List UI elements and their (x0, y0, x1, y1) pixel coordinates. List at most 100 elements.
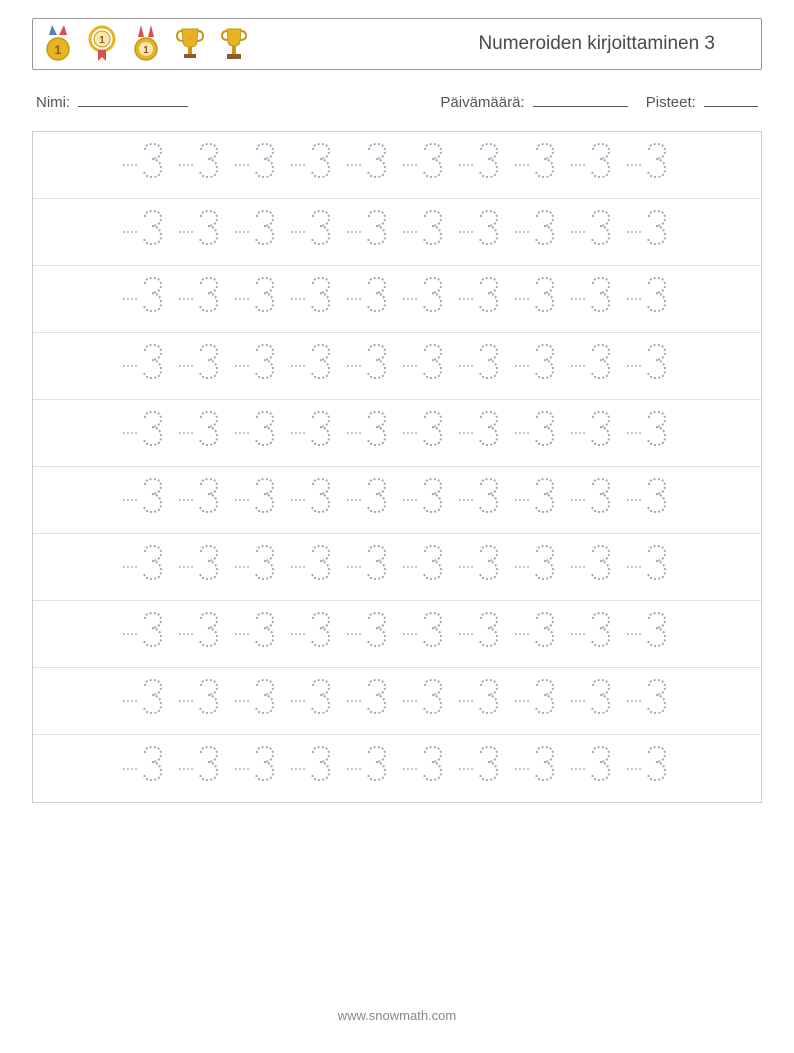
tracing-cell[interactable] (229, 208, 285, 256)
tracing-cell[interactable] (117, 342, 173, 390)
tracing-cell[interactable] (341, 610, 397, 658)
tracing-cell[interactable] (173, 677, 229, 725)
tracing-cell[interactable] (621, 610, 677, 658)
tracing-cell[interactable] (117, 208, 173, 256)
tracing-cell[interactable] (341, 141, 397, 189)
tracing-cell[interactable] (117, 409, 173, 457)
date-blank[interactable] (533, 92, 628, 107)
tracing-cell[interactable] (229, 677, 285, 725)
tracing-cell[interactable] (173, 610, 229, 658)
tracing-cell[interactable] (509, 677, 565, 725)
tracing-cell[interactable] (117, 543, 173, 591)
tracing-cell[interactable] (565, 610, 621, 658)
tracing-cell[interactable] (453, 610, 509, 658)
tracing-cell[interactable] (453, 275, 509, 323)
tracing-cell[interactable] (341, 677, 397, 725)
tracing-cell[interactable] (621, 677, 677, 725)
tracing-cell[interactable] (565, 543, 621, 591)
tracing-cell[interactable] (341, 342, 397, 390)
tracing-cell[interactable] (509, 275, 565, 323)
score-blank[interactable] (704, 92, 758, 107)
tracing-cell[interactable] (397, 342, 453, 390)
tracing-cell[interactable] (397, 141, 453, 189)
tracing-cell[interactable] (117, 745, 173, 793)
tracing-cell[interactable] (565, 342, 621, 390)
tracing-cell[interactable] (117, 677, 173, 725)
tracing-cell[interactable] (509, 342, 565, 390)
tracing-cell[interactable] (341, 745, 397, 793)
tracing-cell[interactable] (509, 610, 565, 658)
tracing-cell[interactable] (285, 141, 341, 189)
tracing-cell[interactable] (397, 610, 453, 658)
tracing-cell[interactable] (341, 543, 397, 591)
tracing-cell[interactable] (397, 275, 453, 323)
tracing-cell[interactable] (621, 141, 677, 189)
tracing-cell[interactable] (229, 476, 285, 524)
tracing-cell[interactable] (453, 342, 509, 390)
tracing-cell[interactable] (285, 208, 341, 256)
tracing-cell[interactable] (453, 476, 509, 524)
tracing-cell[interactable] (453, 208, 509, 256)
tracing-cell[interactable] (621, 476, 677, 524)
tracing-cell[interactable] (173, 543, 229, 591)
tracing-cell[interactable] (565, 745, 621, 793)
tracing-cell[interactable] (453, 409, 509, 457)
tracing-cell[interactable] (285, 677, 341, 725)
tracing-cell[interactable] (565, 677, 621, 725)
tracing-cell[interactable] (397, 208, 453, 256)
tracing-cell[interactable] (229, 543, 285, 591)
tracing-cell[interactable] (173, 342, 229, 390)
tracing-cell[interactable] (341, 275, 397, 323)
tracing-cell[interactable] (397, 476, 453, 524)
tracing-cell[interactable] (117, 275, 173, 323)
tracing-cell[interactable] (453, 745, 509, 793)
tracing-cell[interactable] (341, 409, 397, 457)
tracing-cell[interactable] (117, 141, 173, 189)
tracing-cell[interactable] (509, 409, 565, 457)
tracing-cell[interactable] (173, 141, 229, 189)
tracing-cell[interactable] (565, 409, 621, 457)
tracing-cell[interactable] (229, 610, 285, 658)
tracing-cell[interactable] (621, 208, 677, 256)
tracing-cell[interactable] (285, 610, 341, 658)
tracing-cell[interactable] (397, 677, 453, 725)
tracing-cell[interactable] (285, 543, 341, 591)
tracing-cell[interactable] (173, 476, 229, 524)
tracing-cell[interactable] (565, 476, 621, 524)
tracing-cell[interactable] (117, 610, 173, 658)
tracing-cell[interactable] (509, 543, 565, 591)
tracing-cell[interactable] (341, 208, 397, 256)
tracing-cell[interactable] (229, 745, 285, 793)
tracing-cell[interactable] (621, 745, 677, 793)
tracing-cell[interactable] (117, 476, 173, 524)
tracing-cell[interactable] (285, 342, 341, 390)
tracing-cell[interactable] (173, 275, 229, 323)
tracing-cell[interactable] (509, 745, 565, 793)
tracing-cell[interactable] (397, 409, 453, 457)
tracing-cell[interactable] (453, 677, 509, 725)
tracing-cell[interactable] (453, 543, 509, 591)
tracing-cell[interactable] (509, 141, 565, 189)
tracing-cell[interactable] (341, 476, 397, 524)
tracing-cell[interactable] (565, 141, 621, 189)
tracing-cell[interactable] (397, 543, 453, 591)
tracing-cell[interactable] (229, 342, 285, 390)
tracing-cell[interactable] (453, 141, 509, 189)
tracing-cell[interactable] (285, 476, 341, 524)
tracing-cell[interactable] (173, 745, 229, 793)
tracing-cell[interactable] (285, 745, 341, 793)
tracing-cell[interactable] (509, 208, 565, 256)
tracing-cell[interactable] (229, 141, 285, 189)
name-blank[interactable] (78, 92, 188, 107)
tracing-cell[interactable] (285, 275, 341, 323)
tracing-cell[interactable] (565, 275, 621, 323)
tracing-cell[interactable] (621, 543, 677, 591)
tracing-cell[interactable] (565, 208, 621, 256)
tracing-cell[interactable] (229, 275, 285, 323)
tracing-cell[interactable] (621, 342, 677, 390)
tracing-cell[interactable] (621, 409, 677, 457)
tracing-cell[interactable] (229, 409, 285, 457)
tracing-cell[interactable] (173, 409, 229, 457)
tracing-cell[interactable] (509, 476, 565, 524)
tracing-cell[interactable] (285, 409, 341, 457)
